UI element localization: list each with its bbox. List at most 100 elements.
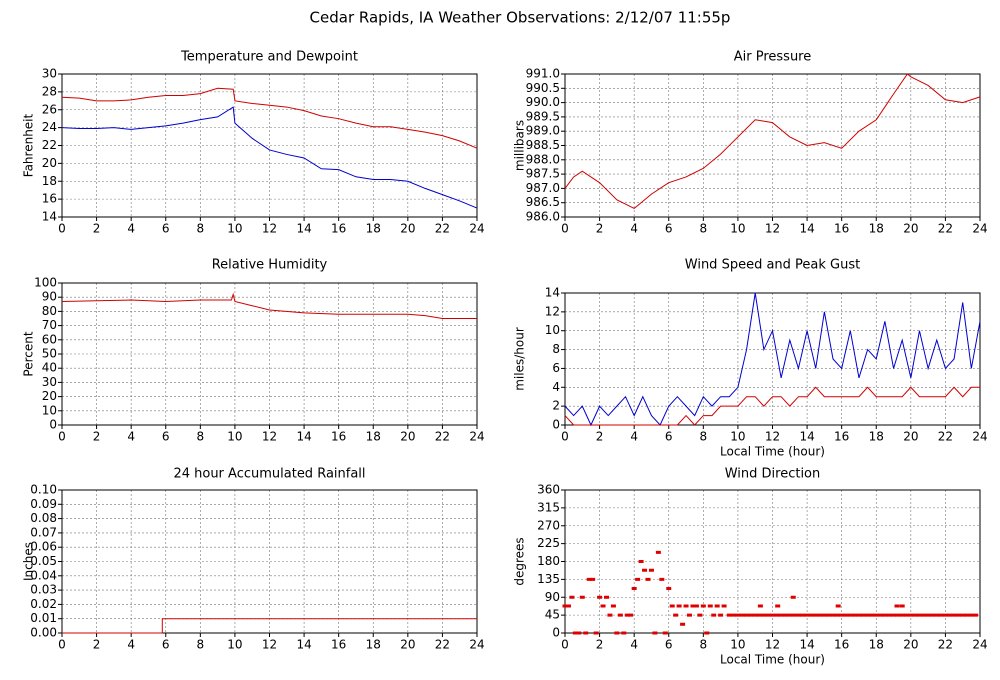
x-tick-label: 0 [58, 222, 66, 236]
y-tick-label: 986.5 [526, 195, 560, 209]
data-line [61, 106, 478, 209]
chart-title: Wind Speed and Peak Gust [685, 258, 860, 273]
y-tick-label: 2 [552, 399, 560, 413]
y-tick-label: 988.5 [526, 138, 560, 152]
data-point [852, 613, 858, 617]
y-axis-label: miles/hour [513, 327, 527, 391]
data-point [804, 613, 810, 617]
y-tick-label: 989.0 [526, 124, 560, 138]
data-point [642, 568, 648, 572]
data-line [564, 386, 980, 426]
x-tick-label: 14 [799, 222, 814, 236]
x-tick-label: 22 [938, 222, 953, 236]
x-tick-label: 22 [435, 222, 450, 236]
data-point [757, 604, 763, 608]
data-point [597, 595, 603, 599]
data-point [700, 604, 706, 608]
y-tick-label: 0.09 [30, 497, 57, 511]
x-tick-label: 0 [561, 430, 569, 444]
data-point [860, 613, 866, 617]
x-tick-label: 20 [903, 638, 918, 652]
data-point [817, 613, 823, 617]
data-point [899, 613, 905, 617]
data-point [718, 613, 724, 617]
y-tick-label: 45 [545, 608, 560, 622]
data-point [770, 613, 775, 617]
data-point [655, 550, 661, 554]
y-tick-label: 360 [537, 483, 560, 497]
data-point [942, 613, 948, 617]
x-axis-label: Local Time (hour) [720, 445, 825, 459]
x-tick-label: 18 [366, 430, 381, 444]
data-point [882, 613, 888, 617]
data-point [912, 613, 918, 617]
page-title: Cedar Rapids, IA Weather Observations: 2… [310, 9, 731, 27]
data-point [775, 604, 781, 608]
x-tick-label: 8 [197, 430, 205, 444]
y-tick-label: 10 [42, 403, 57, 417]
x-tick-label: 14 [799, 430, 814, 444]
y-tick-label: 0 [49, 418, 57, 432]
y-tick-label: 90 [545, 590, 560, 604]
y-axis-label: Fahrenheit [22, 113, 36, 177]
x-tick-label: 4 [127, 222, 135, 236]
y-tick-label: 0.03 [30, 583, 57, 597]
data-point [873, 613, 879, 617]
data-point [757, 613, 763, 617]
data-point [669, 604, 675, 608]
x-tick-label: 4 [127, 638, 135, 652]
x-tick-label: 14 [296, 430, 311, 444]
data-point [690, 604, 696, 608]
data-point [929, 613, 935, 617]
data-point [673, 613, 679, 617]
y-tick-label: 4 [552, 380, 560, 394]
data-point [865, 613, 871, 617]
y-tick-label: 986.0 [526, 210, 560, 224]
x-tick-label: 6 [162, 430, 170, 444]
y-tick-label: 0.05 [30, 554, 57, 568]
x-tick-label: 12 [765, 430, 780, 444]
data-point [687, 613, 692, 617]
y-tick-label: 70 [42, 318, 57, 332]
x-tick-label: 2 [93, 222, 101, 236]
data-point [835, 604, 841, 608]
data-point [604, 595, 609, 599]
data-point [830, 613, 836, 617]
x-tick-label: 12 [765, 638, 780, 652]
y-tick-label: 20 [42, 389, 57, 403]
x-tick-label: 12 [262, 430, 277, 444]
data-point [925, 613, 931, 617]
y-tick-label: 988.0 [526, 152, 560, 166]
data-point [631, 587, 637, 591]
data-point [878, 613, 884, 617]
y-tick-label: 991.0 [526, 67, 560, 81]
data-point [735, 613, 741, 617]
x-tick-label: 20 [903, 430, 918, 444]
data-point [973, 613, 979, 617]
data-point [955, 613, 961, 617]
y-tick-label: 22 [42, 138, 57, 152]
x-tick-label: 10 [730, 430, 745, 444]
data-point [934, 613, 940, 617]
data-point [635, 577, 641, 581]
data-point [899, 604, 905, 608]
y-tick-label: 14 [42, 210, 57, 224]
data-point [843, 613, 849, 617]
chart-title: Relative Humidity [212, 258, 328, 273]
data-point [968, 613, 974, 617]
plot-border [61, 489, 478, 634]
y-tick-label: 28 [42, 84, 57, 98]
y-tick-label: 270 [537, 518, 560, 532]
y-axis-label: millibars [513, 120, 527, 171]
x-tick-label: 2 [93, 430, 101, 444]
y-tick-label: 90 [42, 290, 57, 304]
x-tick-label: 6 [665, 430, 673, 444]
x-tick-label: 12 [262, 638, 277, 652]
data-point [624, 613, 630, 617]
data-point [908, 613, 914, 617]
data-line [62, 618, 477, 634]
y-tick-label: 0.01 [30, 611, 57, 625]
data-line [564, 73, 981, 210]
x-tick-label: 18 [869, 430, 884, 444]
